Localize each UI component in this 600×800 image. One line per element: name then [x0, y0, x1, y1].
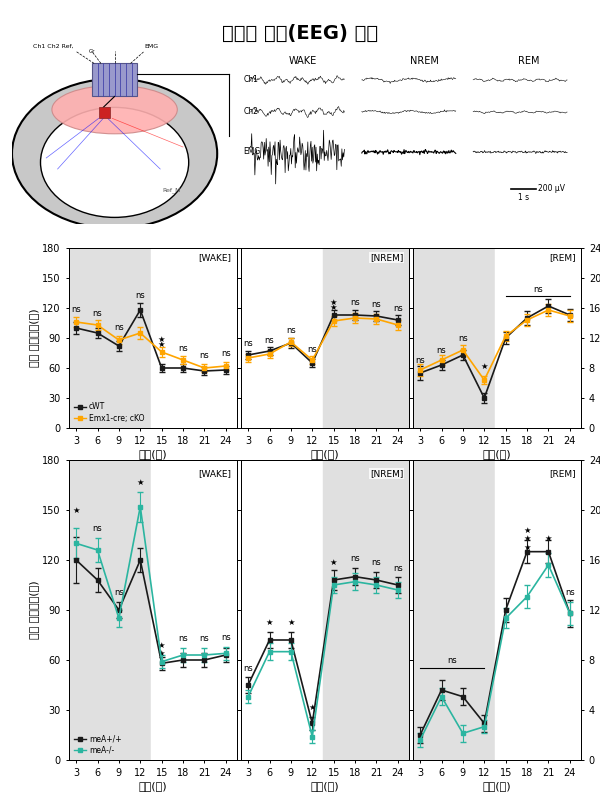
- Text: ★: ★: [481, 362, 488, 371]
- X-axis label: 시각(시): 시각(시): [482, 781, 511, 791]
- Bar: [69, 460, 151, 760]
- Text: ns: ns: [565, 588, 575, 597]
- Text: ns: ns: [533, 285, 542, 294]
- X-axis label: 시각(시): 시각(시): [310, 781, 339, 791]
- Text: ns: ns: [265, 336, 274, 345]
- Text: ns: ns: [178, 344, 188, 353]
- Bar: [413, 460, 495, 760]
- Text: ns: ns: [393, 564, 403, 574]
- Text: ★: ★: [73, 506, 80, 515]
- Text: ★: ★: [266, 618, 273, 626]
- Text: ns: ns: [286, 326, 296, 335]
- Text: ns: ns: [437, 346, 446, 355]
- Text: ns: ns: [458, 334, 468, 343]
- Text: EMG: EMG: [244, 147, 261, 157]
- Bar: [69, 248, 151, 428]
- Text: [NREM]: [NREM]: [370, 254, 403, 262]
- Text: ns: ns: [371, 300, 382, 309]
- Text: ns: ns: [350, 554, 360, 563]
- Y-axis label: 뇌파 지속시간(분): 뇌파 지속시간(분): [29, 309, 40, 367]
- Bar: [241, 460, 323, 760]
- Text: [WAKE]: [WAKE]: [199, 469, 232, 478]
- Text: Ch2: Ch2: [244, 107, 259, 117]
- Bar: [323, 460, 409, 760]
- Text: Gr: Gr: [89, 49, 95, 54]
- Text: ns: ns: [350, 298, 360, 307]
- Ellipse shape: [41, 107, 189, 218]
- Text: ★: ★: [523, 534, 531, 543]
- Text: 1 s: 1 s: [518, 193, 529, 202]
- Text: ★: ★: [330, 558, 337, 566]
- Bar: [413, 248, 495, 428]
- Text: ns: ns: [114, 588, 124, 597]
- Text: ns: ns: [415, 356, 425, 365]
- Text: Ch1: Ch1: [244, 75, 259, 85]
- Text: ns: ns: [243, 664, 253, 674]
- Bar: [495, 248, 581, 428]
- Text: ns: ns: [178, 634, 188, 643]
- Bar: [98, 107, 110, 118]
- Text: ★: ★: [523, 526, 531, 535]
- Bar: [151, 460, 236, 760]
- Bar: [151, 248, 236, 428]
- Legend: cWT, Emx1-cre; cKO: cWT, Emx1-cre; cKO: [73, 401, 146, 424]
- Text: ★: ★: [308, 702, 316, 712]
- Text: 200 µV: 200 µV: [538, 184, 565, 194]
- Bar: [241, 248, 323, 428]
- Text: ★: ★: [158, 641, 166, 650]
- Text: ★: ★: [158, 335, 166, 344]
- Text: [REM]: [REM]: [549, 469, 575, 478]
- Y-axis label: 뇌파 지속시간(분): 뇌파 지속시간(분): [29, 581, 40, 639]
- Text: 생쥐의 뇌파(EEG) 분석: 생쥐의 뇌파(EEG) 분석: [222, 24, 378, 43]
- Text: ns: ns: [307, 345, 317, 354]
- Text: ns: ns: [92, 309, 103, 318]
- Bar: [495, 460, 581, 760]
- Text: ★: ★: [158, 340, 166, 349]
- Text: ★: ★: [523, 542, 531, 552]
- Text: [REM]: [REM]: [549, 254, 575, 262]
- Text: NREM: NREM: [410, 56, 439, 66]
- Legend: meA+/+, meA-/-: meA+/+, meA-/-: [73, 733, 123, 756]
- Text: [WAKE]: [WAKE]: [199, 254, 232, 262]
- Text: ns: ns: [114, 323, 124, 332]
- Ellipse shape: [52, 86, 178, 134]
- Bar: [323, 248, 409, 428]
- Text: ns: ns: [243, 339, 253, 348]
- Ellipse shape: [12, 79, 217, 229]
- Text: ns: ns: [221, 633, 230, 642]
- X-axis label: 시각(시): 시각(시): [482, 449, 511, 459]
- X-axis label: 시각(시): 시각(시): [310, 449, 339, 459]
- Text: Ch1 Ch2 Ref,: Ch1 Ch2 Ref,: [33, 44, 73, 49]
- Text: ★: ★: [137, 478, 144, 486]
- Text: Ref_M: Ref_M: [163, 187, 181, 193]
- Text: [NREM]: [NREM]: [370, 469, 403, 478]
- Bar: [92, 63, 137, 96]
- Text: ns: ns: [448, 656, 457, 665]
- X-axis label: 시각(시): 시각(시): [139, 449, 167, 459]
- Text: ★: ★: [330, 298, 337, 307]
- Text: ns: ns: [393, 304, 403, 313]
- Text: ns: ns: [200, 351, 209, 360]
- Text: REM: REM: [518, 56, 539, 66]
- Text: ★: ★: [287, 618, 295, 626]
- Text: ns: ns: [92, 524, 103, 534]
- Text: ★: ★: [545, 534, 552, 543]
- Text: ns: ns: [371, 558, 382, 566]
- Text: ns: ns: [136, 291, 145, 300]
- Text: ns: ns: [200, 634, 209, 643]
- Text: ★: ★: [330, 303, 337, 312]
- Text: ns: ns: [221, 349, 230, 358]
- Text: ns: ns: [71, 305, 81, 314]
- X-axis label: 시각(시): 시각(시): [139, 781, 167, 791]
- Text: EMG: EMG: [144, 44, 158, 49]
- Text: ★: ★: [158, 650, 166, 658]
- Text: WAKE: WAKE: [289, 56, 317, 66]
